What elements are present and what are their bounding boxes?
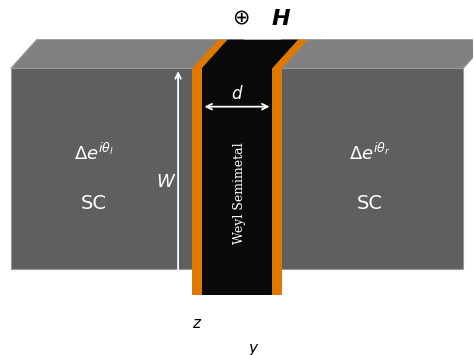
Text: $z$: $z$ (192, 317, 202, 331)
Text: $\oplus$: $\oplus$ (232, 9, 249, 29)
Polygon shape (192, 40, 228, 69)
Bar (273, 69, 282, 295)
Polygon shape (256, 40, 474, 69)
Polygon shape (11, 40, 244, 69)
Text: SC: SC (357, 193, 383, 213)
Text: SC: SC (81, 193, 107, 213)
Polygon shape (201, 40, 298, 69)
Text: $\Delta e^{i\theta_l}$: $\Delta e^{i\theta_l}$ (74, 142, 114, 163)
Text: $\boldsymbol{H}$: $\boldsymbol{H}$ (271, 8, 291, 30)
Text: $W$: $W$ (156, 173, 176, 191)
Bar (11, 69, 218, 269)
Bar (201, 69, 273, 295)
Polygon shape (273, 40, 308, 69)
Text: $y$: $y$ (248, 342, 259, 355)
Text: $\Delta e^{i\theta_r}$: $\Delta e^{i\theta_r}$ (349, 142, 391, 163)
Bar (192, 69, 201, 295)
Text: $d$: $d$ (231, 85, 243, 103)
Bar (256, 69, 463, 269)
Text: Weyl Semimetal: Weyl Semimetal (233, 142, 246, 244)
